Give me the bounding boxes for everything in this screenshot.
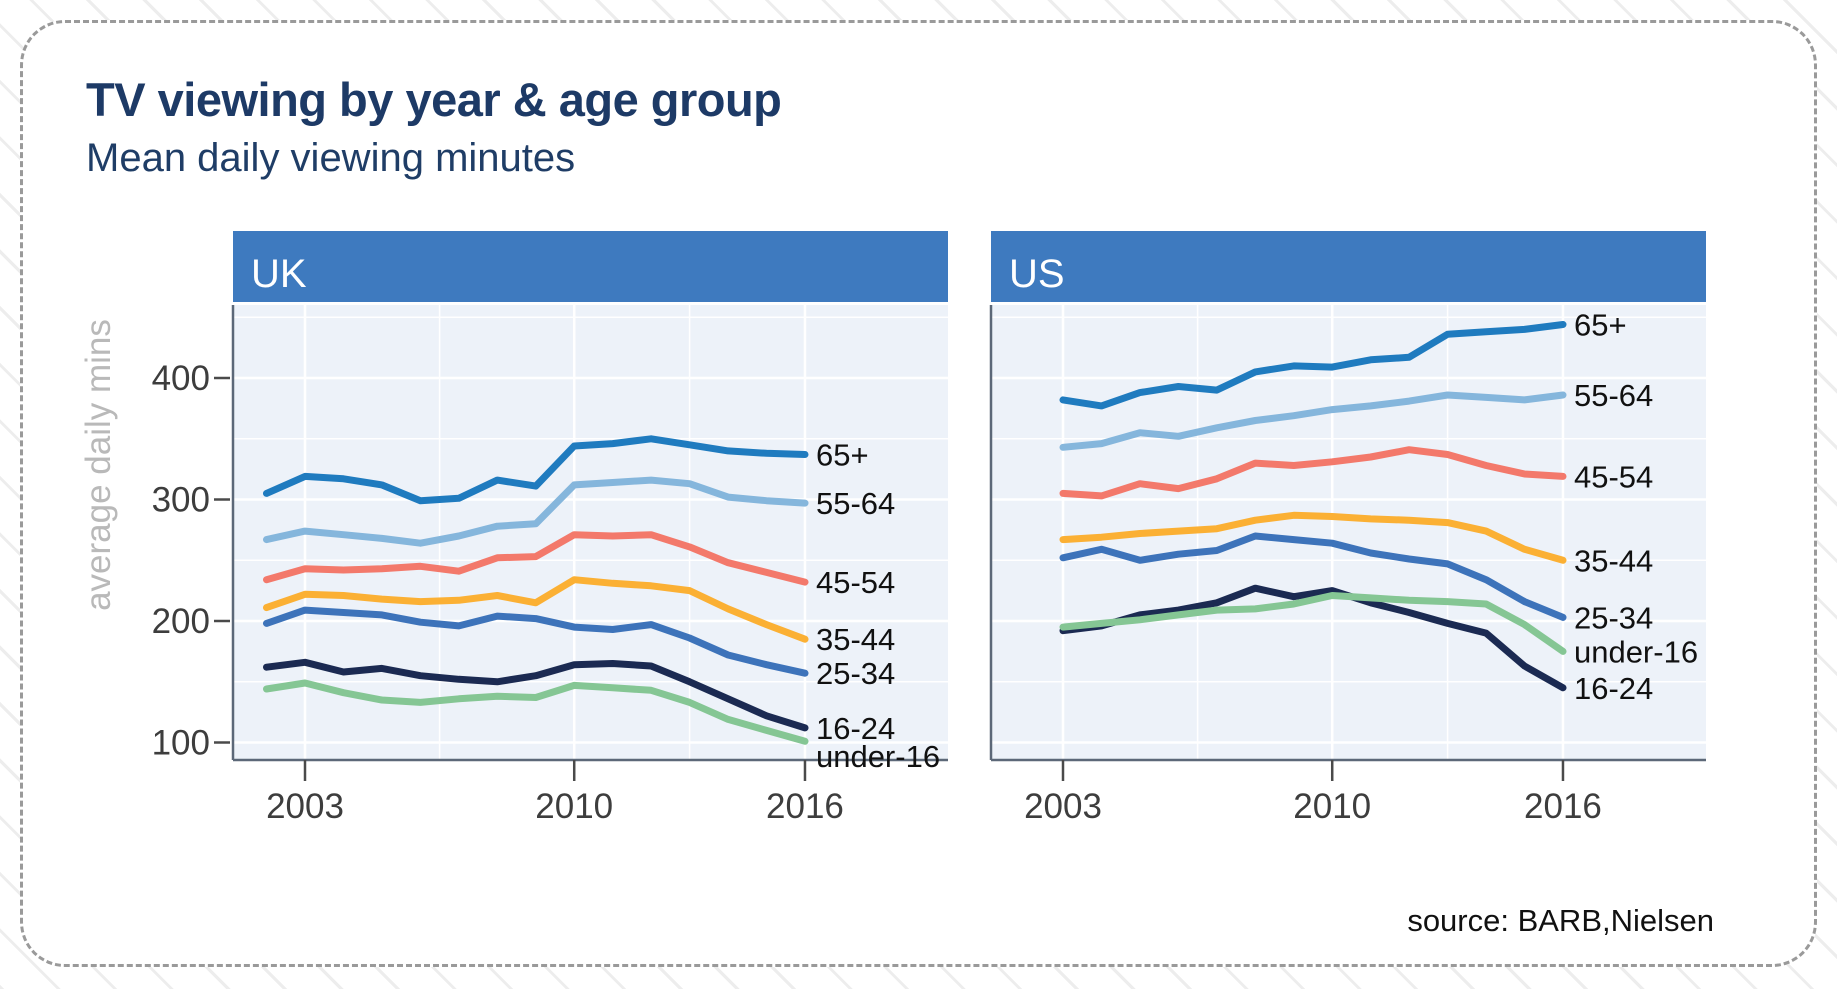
line-us-45-54 xyxy=(1059,446,1567,500)
line-us-65 xyxy=(1059,321,1567,410)
plot-area-us xyxy=(991,305,1706,760)
line-uk-25-34 xyxy=(263,606,809,677)
x-tick-label-uk-2010: 2010 xyxy=(535,787,613,826)
series-label-uk-25-34: 25-34 xyxy=(816,656,895,691)
x-tick-label-uk-2003: 2003 xyxy=(266,787,344,826)
series-label-us-65: 65+ xyxy=(1574,308,1627,343)
line-us-16-24 xyxy=(1059,584,1567,692)
line-uk-45-54 xyxy=(263,531,809,586)
chart-title: TV viewing by year & age group xyxy=(86,73,782,126)
panel-us: US 2003 2010 2016 65+ 55-64 45-54 35-44 25-34und… xyxy=(989,231,1706,826)
line-us-55-64 xyxy=(1059,391,1567,451)
panel-header-uk xyxy=(233,231,948,302)
series-label-us-16-24: 16-24 xyxy=(1574,671,1653,706)
panel-title-uk: UK xyxy=(251,252,307,296)
series-label-us-45-54: 45-54 xyxy=(1574,459,1653,494)
x-tick-label-uk-2016: 2016 xyxy=(766,787,844,826)
source-credit: source: BARB,Nielsen xyxy=(1407,903,1714,938)
series-label-uk-45-54: 45-54 xyxy=(816,565,895,600)
y-tick-label-200: 200 xyxy=(152,602,210,641)
panel-uk: UK 2003 2010 2016 400 300 200 100 65+ 55-64 45-54 3… xyxy=(152,231,948,826)
series-label-uk-65: 65+ xyxy=(816,438,869,473)
line-us-35-44 xyxy=(1059,511,1567,564)
line-us-under-16 xyxy=(1059,592,1567,655)
line-uk-65 xyxy=(263,435,809,505)
series-label-uk-16-24: 16-24 xyxy=(816,711,895,746)
x-tick-label-us-2003: 2003 xyxy=(1024,787,1102,826)
x-tick-label-us-2016: 2016 xyxy=(1524,787,1602,826)
line-uk-under-16 xyxy=(263,679,809,745)
line-uk-55-64 xyxy=(263,476,809,547)
series-label-uk-55-64: 55-64 xyxy=(816,486,895,521)
series-label-us-55-64: 55-64 xyxy=(1574,378,1653,413)
y-tick-label-300: 300 xyxy=(152,481,210,520)
line-uk-16-24 xyxy=(263,658,809,732)
y-tick-label-400: 400 xyxy=(152,359,210,398)
series-label-uk-35-44: 35-44 xyxy=(816,622,895,657)
series-label-us-under-16: under-16 xyxy=(1574,634,1698,669)
panel-header-us xyxy=(991,231,1706,302)
line-us-25-34 xyxy=(1059,532,1567,621)
chart-subtitle: Mean daily viewing minutes xyxy=(86,136,576,180)
line-uk-35-44 xyxy=(263,576,809,643)
series-label-us-25-34: 25-34 xyxy=(1574,600,1653,635)
series-label-uk-under-16: under-16 xyxy=(816,739,940,774)
x-tick-label-us-2010: 2010 xyxy=(1293,787,1371,826)
y-tick-label-100: 100 xyxy=(152,724,210,763)
panel-title-us: US xyxy=(1009,252,1065,296)
series-label-us-35-44: 35-44 xyxy=(1574,543,1653,578)
